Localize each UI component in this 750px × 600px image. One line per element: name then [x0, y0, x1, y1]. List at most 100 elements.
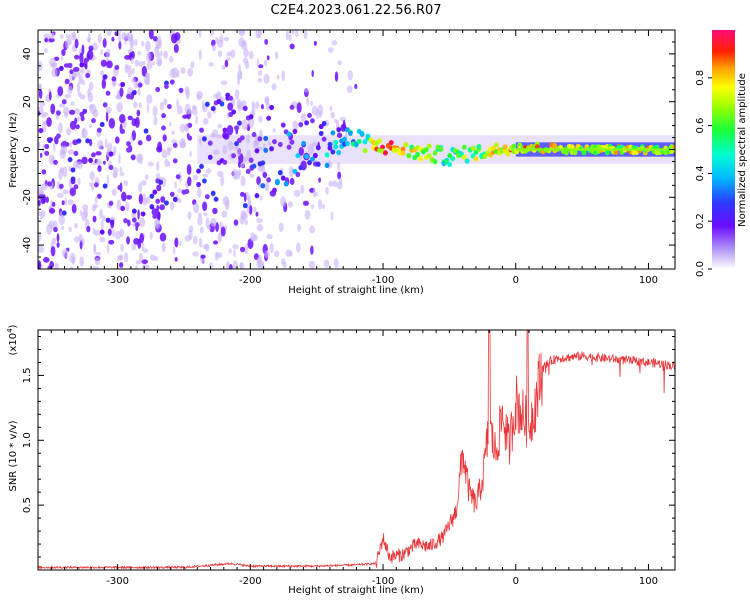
heatmap-noise-cell — [240, 175, 246, 187]
heatmap-ridge-cell — [131, 208, 137, 214]
colorbar-tick-label: 0.2 — [695, 213, 706, 229]
heatmap-noise-cell — [67, 148, 75, 155]
heatmap-ridge-cell — [415, 151, 420, 158]
heatmap-ridge-cell — [178, 87, 184, 93]
heatmap-noise-cell — [144, 174, 149, 180]
heatmap-y-tick-label: -40 — [22, 237, 33, 253]
heatmap-noise-cell — [222, 145, 228, 155]
heatmap-noise-cell — [202, 173, 209, 178]
heatmap-noise-cell — [68, 226, 72, 233]
heatmap-ridge-cell — [64, 78, 70, 84]
heatmap-noise-cell — [69, 69, 74, 75]
heatmap-noise-cell — [303, 30, 308, 40]
heatmap-noise-cell — [38, 141, 41, 151]
heatmap-ridge-cell — [108, 151, 114, 157]
heatmap-noise-cell — [278, 222, 284, 232]
heatmap-noise-cell — [159, 101, 164, 111]
heatmap-noise-cell — [239, 101, 244, 112]
heatmap-noise-cell — [92, 109, 99, 118]
heatmap-noise-cell — [271, 83, 277, 91]
heatmap-noise-cell — [119, 166, 123, 173]
heatmap-noise-cell — [146, 94, 153, 104]
snr-panel: -300 -200 -100 0 100 0.5 1.0 1.5 Height of stra… — [6, 324, 676, 596]
heatmap-noise-cell — [238, 169, 242, 177]
heatmap-noise-cell — [111, 188, 117, 197]
heatmap-noise-cell — [289, 177, 295, 186]
heatmap-noise-cell — [227, 102, 234, 111]
heatmap-noise-cell — [88, 45, 94, 52]
heatmap-noise-cell — [249, 173, 255, 178]
heatmap-noise-cell — [300, 184, 305, 194]
snr-plot-area — [38, 330, 675, 570]
heatmap-ridge-cell — [464, 158, 470, 164]
heatmap-noise-cell — [112, 150, 116, 157]
heatmap-noise-cell — [192, 105, 198, 116]
heatmap-noise-cell — [118, 40, 122, 50]
heatmap-noise-cell — [58, 122, 63, 134]
heatmap-ridge-cell — [263, 135, 269, 142]
heatmap-noise-cell — [118, 113, 126, 124]
heatmap-ridge-cell — [82, 108, 88, 114]
heatmap-noise-cell — [248, 204, 253, 215]
heatmap-noise-cell — [281, 70, 286, 82]
heatmap-noise-cell — [244, 243, 249, 255]
heatmap-noise-cell — [264, 250, 271, 258]
heatmap-ridge-cell — [347, 130, 353, 136]
heatmap-noise-cell — [94, 196, 98, 204]
heatmap-noise-cell — [114, 230, 122, 240]
heatmap-noise-cell — [337, 60, 343, 66]
heatmap-noise-cell — [44, 47, 48, 53]
heatmap-noise-cell — [44, 37, 48, 43]
heatmap-noise-cell — [131, 67, 135, 75]
heatmap-noise-cell — [97, 139, 104, 150]
heatmap-noise-cell — [38, 89, 43, 99]
heatmap-ridge-cell — [251, 163, 257, 169]
heatmap-ridge-cell — [315, 145, 321, 151]
heatmap-noise-cell — [172, 246, 176, 255]
heatmap-ridge-cell — [286, 131, 292, 137]
heatmap-noise-cell — [45, 196, 49, 203]
heatmap-noise-cell — [210, 217, 217, 227]
heatmap-ridge-cell — [301, 140, 307, 147]
heatmap-noise-cell — [167, 147, 171, 156]
heatmap-ridge-cell — [58, 183, 64, 189]
heatmap-noise-cell — [142, 60, 146, 66]
heatmap-noise-cell — [200, 254, 206, 259]
heatmap-noise-cell — [72, 31, 76, 39]
heatmap-noise-cell — [213, 149, 220, 155]
heatmap-ridge-cell — [257, 136, 263, 142]
heatmap-ridge-cell — [272, 187, 277, 193]
heatmap-noise-cell — [192, 174, 199, 181]
heatmap-noise-cell — [69, 187, 77, 197]
heatmap-noise-cell — [156, 211, 161, 221]
heatmap-noise-cell — [169, 68, 176, 79]
heatmap-noise-cell — [141, 179, 147, 186]
heatmap-noise-cell — [219, 34, 224, 44]
heatmap-noise-cell — [88, 123, 93, 128]
heatmap-noise-cell — [61, 225, 65, 231]
heatmap-ridge-cell — [403, 142, 409, 148]
heatmap-noise-cell — [76, 82, 81, 93]
heatmap-ridge-cell — [450, 155, 455, 162]
heatmap-noise-cell — [93, 243, 96, 254]
heatmap-noise-cell — [232, 244, 239, 250]
heatmap-ridge-cell — [164, 83, 169, 90]
heatmap-noise-cell — [251, 101, 255, 107]
heatmap-noise-cell — [107, 228, 112, 236]
heatmap-noise-cell — [256, 257, 262, 268]
heatmap-noise-cell — [246, 149, 252, 161]
heatmap-noise-cell — [138, 182, 143, 193]
heatmap-ridge-cell — [280, 175, 286, 181]
heatmap-noise-cell — [328, 180, 334, 187]
figure-title: C2E4.2023.061.22.56.R07 — [270, 3, 441, 18]
heatmap-cells — [38, 30, 675, 269]
heatmap-noise-cell — [192, 251, 199, 257]
heatmap-noise-cell — [337, 171, 342, 180]
heatmap-noise-cell — [262, 143, 266, 149]
heatmap-noise-cell — [193, 235, 198, 245]
heatmap-noise-cell — [214, 251, 219, 261]
heatmap-noise-cell — [173, 43, 179, 54]
heatmap-ridge-cell — [38, 194, 44, 200]
heatmap-ridge-cell — [149, 193, 155, 199]
heatmap-noise-cell — [296, 102, 302, 114]
